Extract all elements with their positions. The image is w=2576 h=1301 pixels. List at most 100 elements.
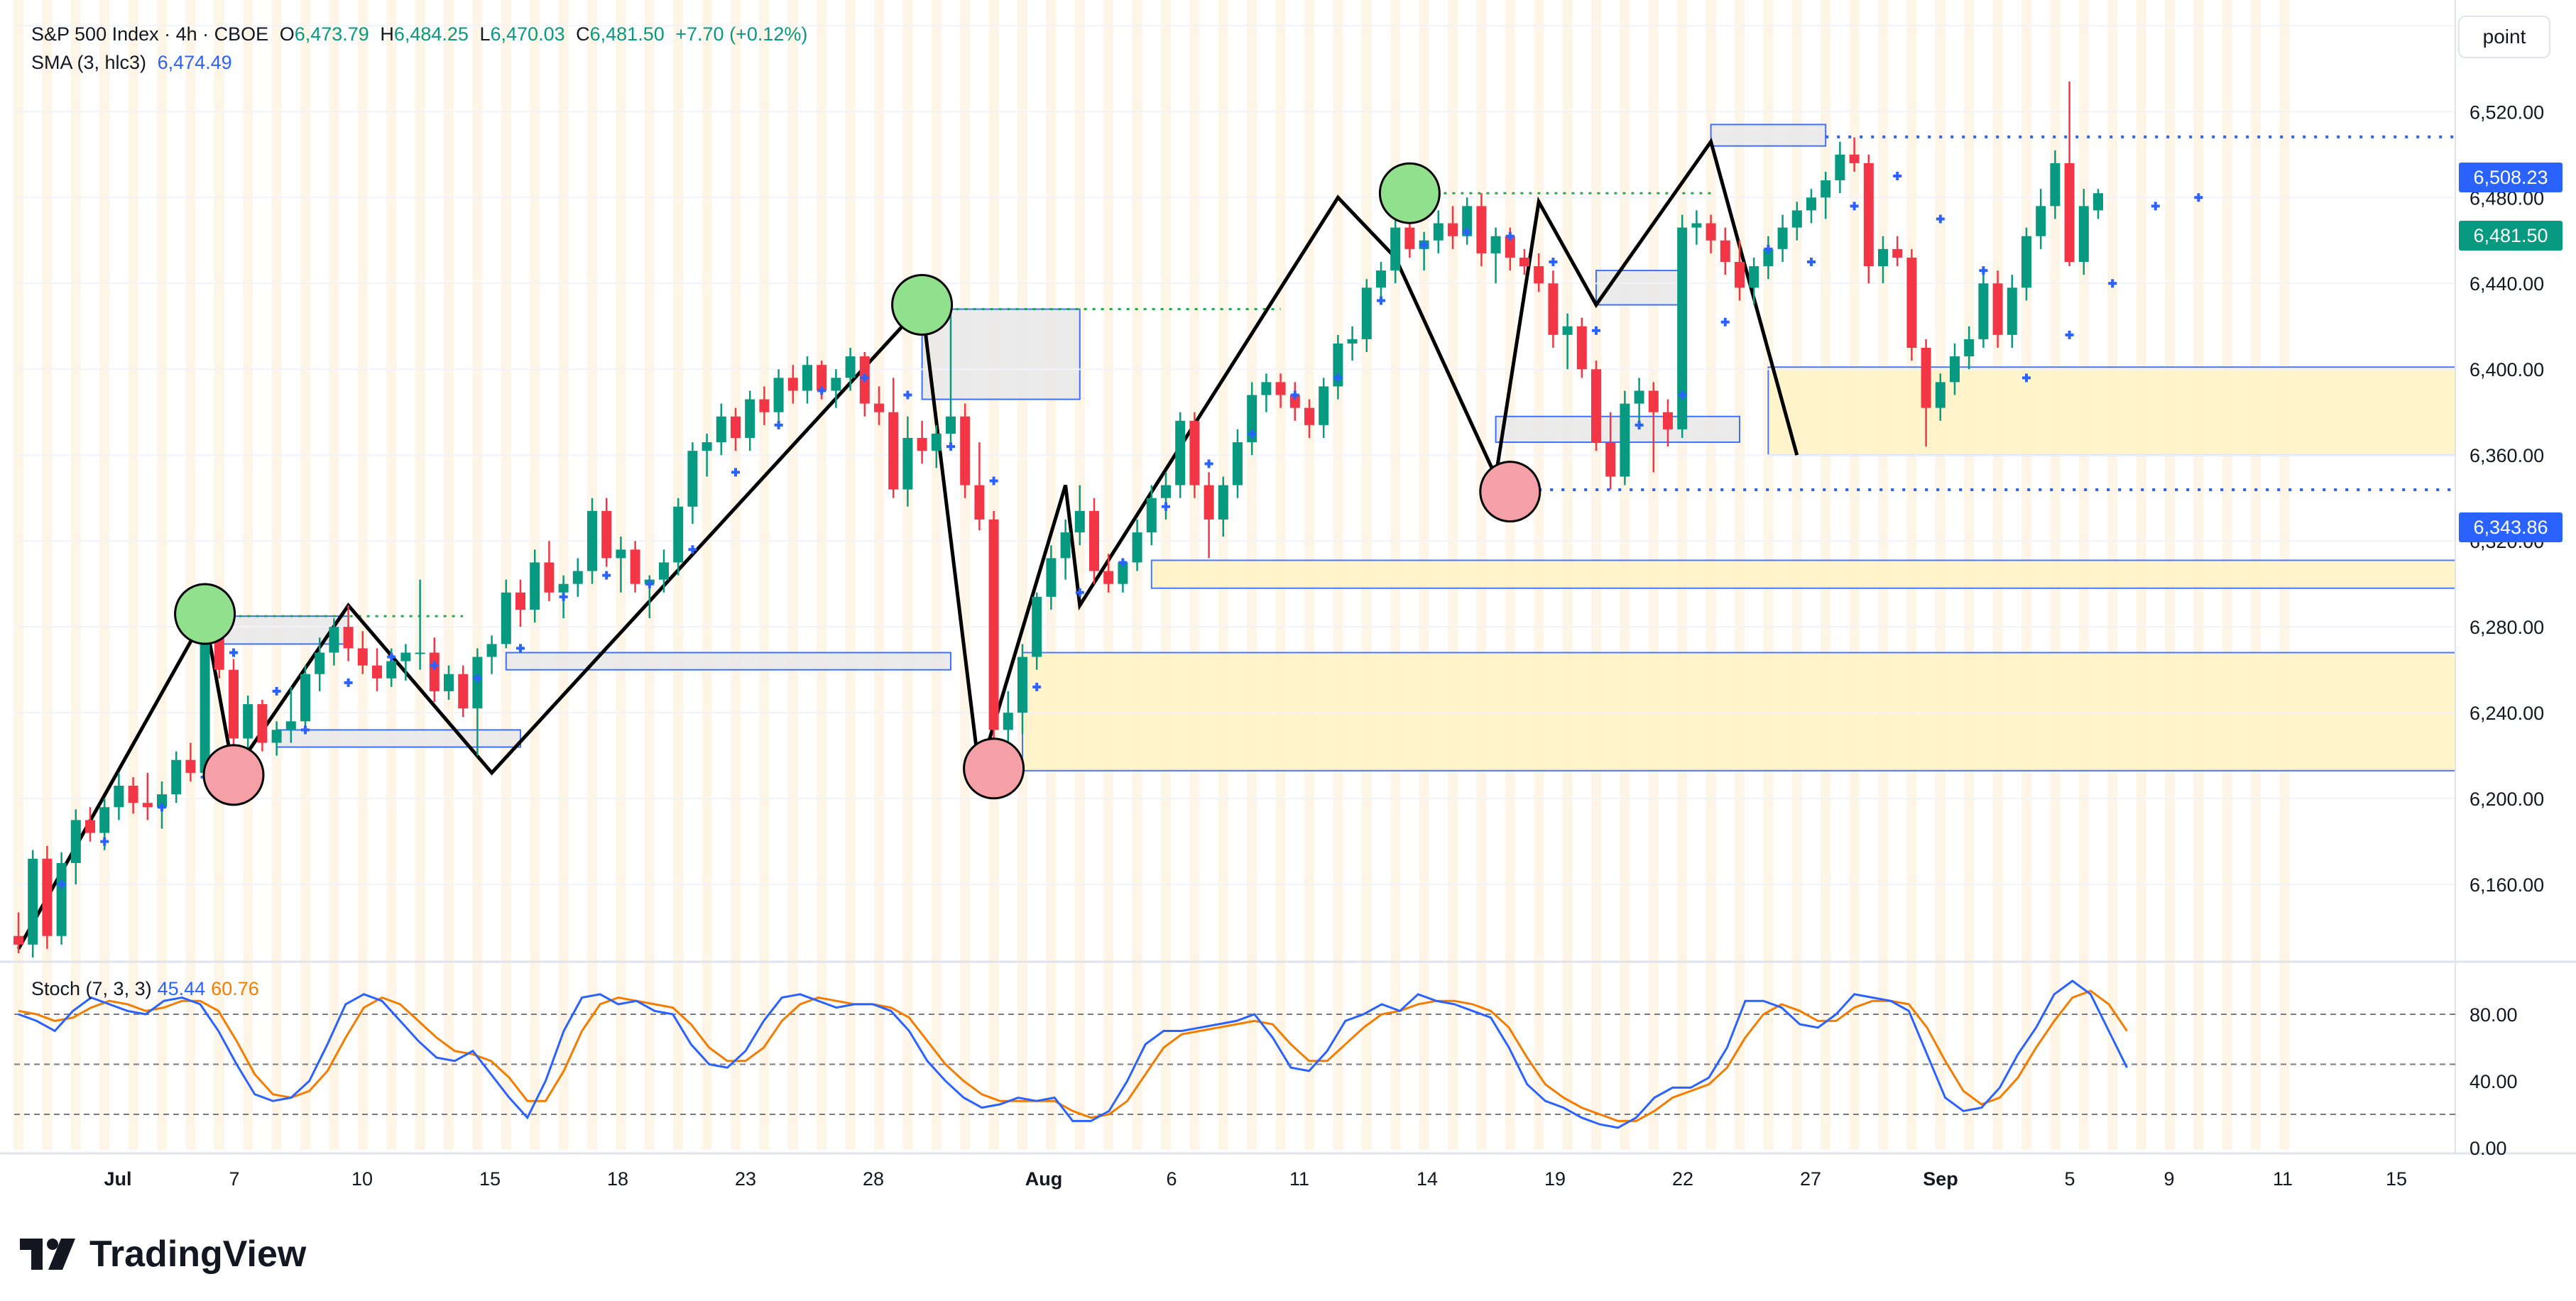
symbol-title[interactable]: S&P 500 Index · 4h · CBOE — [31, 23, 269, 45]
candle-body — [931, 433, 942, 451]
candle-body — [558, 583, 569, 593]
candle-body — [831, 378, 841, 391]
price-tick-label: 6,160.00 — [2469, 874, 2544, 896]
sma-marker — [2022, 373, 2031, 383]
sma-marker — [1979, 266, 1988, 275]
supply-zone — [218, 615, 349, 645]
low-label: L — [479, 23, 491, 45]
candle-body — [1634, 390, 1644, 404]
time-tick-label: 10 — [351, 1168, 373, 1190]
sma-marker — [2065, 330, 2074, 339]
high-label: H — [380, 23, 394, 45]
swing-low-marker — [963, 737, 1025, 800]
sma-marker — [1549, 258, 1558, 267]
session-band — [787, 0, 798, 1150]
candle-body — [731, 416, 741, 439]
candle-body — [257, 704, 268, 743]
candle-body — [229, 669, 239, 739]
candle-body — [1878, 248, 1888, 267]
candle-body — [974, 485, 985, 520]
candle-body — [2078, 206, 2089, 263]
candle-body — [1821, 180, 1831, 198]
candle-body — [845, 356, 856, 378]
sma-marker — [1807, 258, 1816, 267]
stoch-k-value: 45.44 — [157, 978, 206, 999]
candle-body — [1978, 283, 1989, 339]
candle-body — [28, 858, 38, 945]
candle-body — [1017, 657, 1027, 713]
sma-marker — [1936, 214, 1945, 224]
candle-body — [1161, 485, 1171, 498]
session-band — [42, 0, 53, 1150]
open-label: O — [279, 23, 295, 45]
swing-low-marker — [1479, 461, 1541, 523]
sma-marker — [1333, 373, 1343, 383]
candle-body — [587, 510, 597, 571]
session-band — [501, 0, 511, 1150]
candle-body — [1705, 223, 1716, 241]
scale-mode-button[interactable]: point — [2458, 16, 2550, 58]
candle-body — [1849, 154, 1860, 163]
candle-body — [1648, 390, 1659, 412]
candle-body — [1462, 206, 1473, 236]
candle-body — [1289, 395, 1300, 408]
time-tick-label: 27 — [1800, 1168, 1821, 1190]
candle-body — [1505, 236, 1515, 258]
candle-body — [787, 378, 798, 391]
stoch-tick-label: 80.00 — [2469, 1004, 2518, 1026]
candle-body — [1763, 248, 1774, 267]
candle-body — [171, 759, 182, 795]
session-band — [845, 0, 856, 1150]
stoch-tick-label: 40.00 — [2469, 1071, 2518, 1092]
demand-zone — [1767, 366, 2456, 456]
sma-marker — [344, 678, 353, 687]
supply-demand-zones — [218, 123, 2456, 772]
sma-legend[interactable]: SMA (3, hlc3) 6,474.49 — [31, 52, 238, 74]
time-tick-label: 23 — [735, 1168, 756, 1190]
candle-body — [1548, 283, 1559, 335]
time-tick-label: Sep — [1923, 1168, 1958, 1190]
tradingview-logo[interactable]: TradingView — [20, 1233, 306, 1275]
sma-marker — [1764, 244, 1773, 253]
session-band — [817, 0, 827, 1150]
high-number: 6,484.25 — [393, 23, 469, 45]
candle-body — [1749, 266, 1759, 288]
candle-body — [1146, 498, 1157, 533]
candle-body — [1046, 558, 1057, 597]
candle-body — [716, 416, 726, 443]
candle-body — [1103, 571, 1114, 584]
candle-body — [1921, 347, 1931, 408]
candle-body — [515, 592, 525, 610]
candle-body — [2007, 287, 2017, 335]
candle-body — [13, 935, 23, 945]
candle-body — [1863, 163, 1874, 267]
swing-high-marker — [891, 273, 954, 336]
session-band — [329, 0, 339, 1150]
candle-body — [486, 644, 497, 657]
candle-body — [42, 858, 53, 936]
sma-marker — [100, 837, 109, 846]
candle-body — [946, 416, 956, 434]
low-level-tag: 6,343.86 — [2459, 512, 2563, 542]
candle-body — [142, 803, 153, 808]
sma-marker — [1032, 682, 1042, 691]
session-band — [386, 0, 397, 1150]
candle-body — [1950, 356, 1960, 383]
sma-marker — [774, 420, 783, 429]
candle-body — [1189, 420, 1200, 485]
candle-body — [70, 820, 81, 863]
session-band — [902, 0, 913, 1150]
candle-body — [2036, 206, 2046, 236]
time-tick-label: 22 — [1672, 1168, 1693, 1190]
sma-marker — [158, 803, 166, 812]
session-band — [558, 0, 569, 1150]
sma-markers — [57, 172, 2203, 889]
time-tick-label: 6 — [1166, 1168, 1177, 1190]
candle-body — [1620, 403, 1630, 477]
session-band — [1132, 0, 1142, 1150]
session-band — [444, 0, 454, 1150]
session-band — [874, 0, 884, 1150]
stoch-legend[interactable]: Stoch (7, 3, 3) 45.44 60.76 — [31, 978, 259, 1000]
sma-marker — [1419, 240, 1429, 249]
